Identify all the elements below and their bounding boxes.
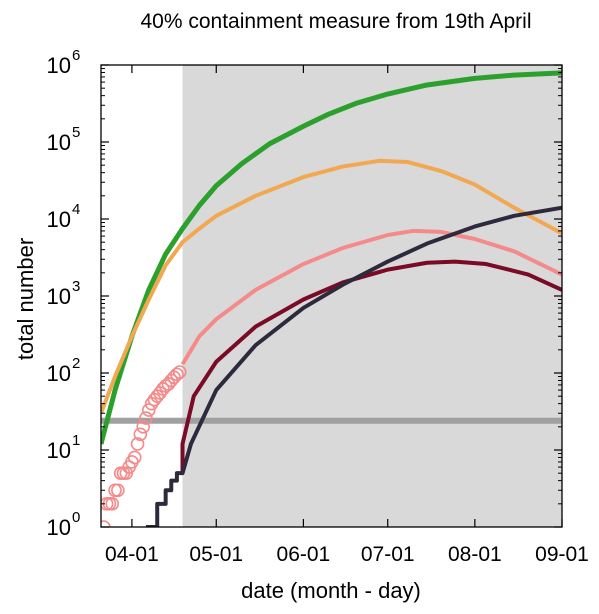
- x-tick-label: 07-01: [361, 543, 415, 566]
- x-tick-label: 08-01: [448, 543, 502, 566]
- y-tick-exponent: 2: [72, 355, 80, 372]
- x-tick-label: 05-01: [189, 543, 243, 566]
- x-axis-label: date (month - day): [241, 578, 421, 603]
- y-tick-label: 10: [47, 207, 71, 232]
- y-tick-label: 10: [47, 53, 71, 78]
- observed-point: [111, 483, 125, 498]
- shaded-region: [182, 65, 562, 527]
- observed-point: [101, 520, 111, 527]
- y-tick-exponent: 1: [72, 432, 80, 449]
- series-line-4: [180, 259, 562, 474]
- y-tick-label: 10: [47, 284, 71, 309]
- series-line-2: [101, 158, 562, 414]
- series-line-3: [180, 228, 562, 366]
- observed-point: [172, 365, 187, 379]
- y-tick-label: 10: [47, 130, 71, 155]
- x-tick-label: 04-01: [105, 543, 159, 566]
- observed-point: [133, 427, 148, 442]
- x-tick-label: 09-01: [535, 543, 589, 566]
- y-tick-exponent: 0: [72, 509, 80, 526]
- x-tick-label: 06-01: [277, 543, 331, 566]
- observed-point: [139, 411, 153, 425]
- y-tick-exponent: 3: [72, 278, 80, 295]
- observed-point: [130, 437, 145, 451]
- y-tick-label: 10: [47, 515, 71, 540]
- series-line-5: [145, 205, 562, 527]
- y-tick-label: 10: [47, 438, 71, 463]
- observed-point: [105, 497, 120, 511]
- observed-point: [170, 367, 184, 382]
- y-tick-exponent: 5: [72, 124, 80, 141]
- y-tick-exponent: 6: [72, 47, 80, 64]
- data-layer: [101, 70, 562, 527]
- observed-point: [127, 450, 142, 465]
- chart-title: 40% containment measure from 19th April: [140, 10, 531, 33]
- observed-point: [119, 466, 134, 480]
- series-line-1: [101, 70, 562, 445]
- y-tick-exponent: 4: [72, 201, 80, 218]
- observed-point: [136, 420, 150, 434]
- y-axis-label: total number: [13, 238, 38, 360]
- observed-point: [141, 403, 156, 417]
- y-tick-label: 10: [47, 361, 71, 386]
